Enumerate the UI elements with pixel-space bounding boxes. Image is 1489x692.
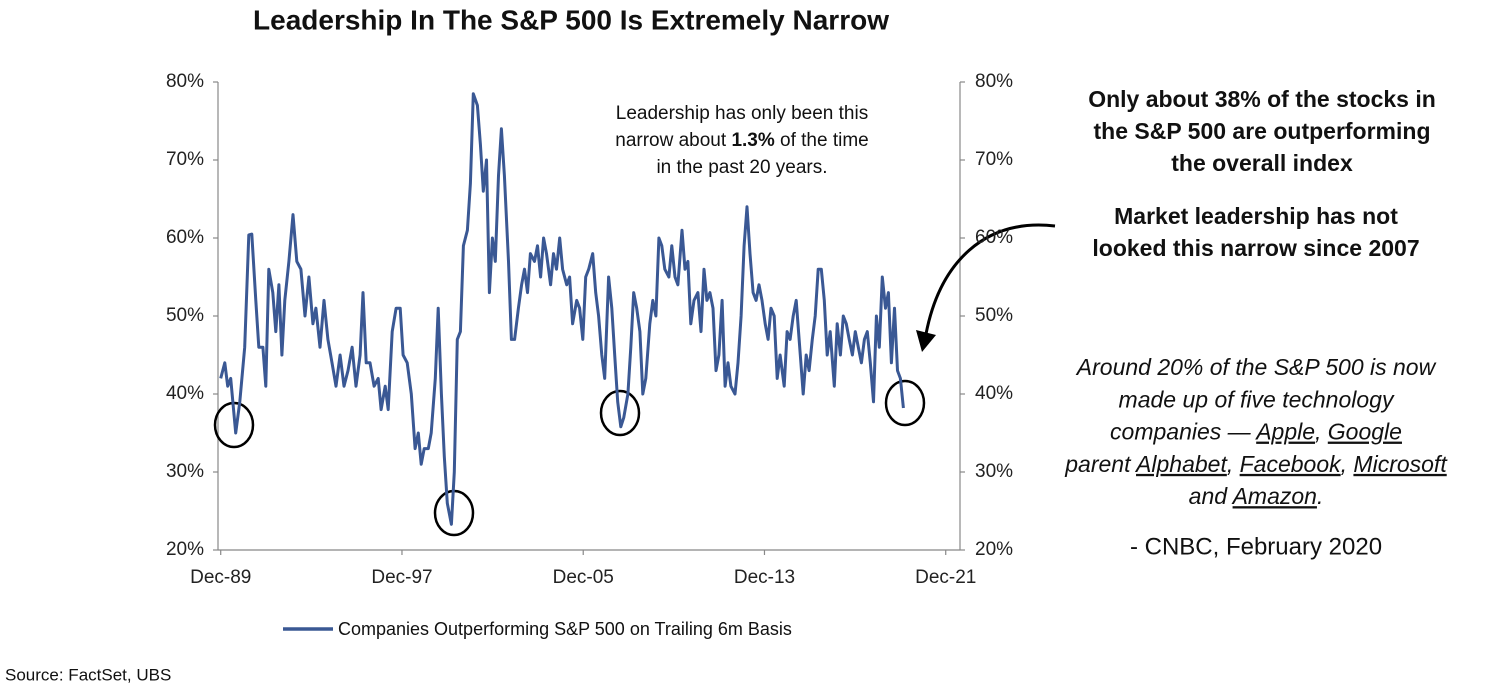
subheadline: Market leadership has not: [1114, 203, 1398, 229]
circle: [599, 389, 641, 437]
y2-tick-label: 60%: [975, 227, 1013, 248]
chart-title: Leadership In The S&P 500 Is Extremely N…: [253, 4, 889, 35]
annotation: in the past 20 years.: [656, 157, 827, 178]
y-tick-label: 20%: [166, 539, 204, 560]
text-segment: of the time: [775, 130, 869, 151]
y2-tick-label: 50%: [975, 305, 1013, 326]
text-segment: parent: [1064, 451, 1136, 477]
y-tick-label: 60%: [166, 227, 204, 248]
y-tick-label: 40%: [166, 383, 204, 404]
text-segment: Alphabet: [1134, 451, 1228, 477]
text-segment: 1.3%: [731, 130, 774, 151]
x-tick-label: Dec-05: [553, 567, 614, 588]
y-tick-label: 80%: [166, 71, 204, 92]
text-segment: .: [1317, 483, 1323, 509]
text-segment: Amazon: [1231, 483, 1317, 509]
text-segment: Apple: [1254, 419, 1315, 445]
text-segment: ,: [1227, 451, 1240, 477]
y2-tick-label: 20%: [975, 539, 1013, 560]
y2-tick-label: 40%: [975, 383, 1013, 404]
x-tick-label: Dec-21: [915, 567, 976, 588]
text-segment: and: [1189, 483, 1233, 509]
quote: and Amazon.: [1189, 483, 1324, 509]
headline: Only about 38% of the stocks in: [1088, 86, 1436, 112]
text-segment: Google: [1328, 419, 1402, 445]
text-segment: ,: [1341, 451, 1354, 477]
series-line: [219, 92, 905, 526]
text-segment: companies —: [1110, 419, 1256, 445]
text-segment: Facebook: [1240, 451, 1343, 477]
subheadline: looked this narrow since 2007: [1092, 235, 1419, 261]
arrow-head: [916, 330, 936, 352]
attribution: - CNBC, February 2020: [1130, 533, 1382, 560]
x-tick-label: Dec-89: [190, 567, 251, 588]
text-segment: Microsoft: [1353, 451, 1448, 477]
annotation: Leadership has only been this: [616, 103, 868, 124]
arrow: [924, 223, 1056, 335]
x-tick-label: Dec-97: [371, 567, 432, 588]
circles: [213, 379, 926, 537]
y-tick-label: 70%: [166, 149, 204, 170]
y-tick-label: 50%: [166, 305, 204, 326]
text-segment: ,: [1315, 419, 1328, 445]
quote: parent Alphabet, Facebook, Microsoft: [1064, 451, 1448, 477]
quote: companies — Apple, Google: [1110, 419, 1402, 445]
circle: [884, 379, 926, 427]
y2-tick-label: 80%: [975, 71, 1013, 92]
quote: made up of five technology: [1119, 386, 1395, 412]
quote: Around 20% of the S&P 500 is now: [1075, 354, 1437, 380]
x-tick-label: Dec-13: [734, 567, 795, 588]
text-segment: narrow about: [615, 130, 731, 151]
legend-label: Companies Outperforming S&P 500 on Trail…: [338, 619, 792, 639]
y2-tick-label: 30%: [975, 461, 1013, 482]
headline: the S&P 500 are outperforming: [1094, 118, 1431, 144]
headline: the overall index: [1171, 150, 1353, 176]
annotation: narrow about 1.3% of the time: [615, 130, 869, 151]
y-tick-label: 30%: [166, 461, 204, 482]
y2-tick-label: 70%: [975, 149, 1013, 170]
source: Source: FactSet, UBS: [5, 665, 171, 684]
